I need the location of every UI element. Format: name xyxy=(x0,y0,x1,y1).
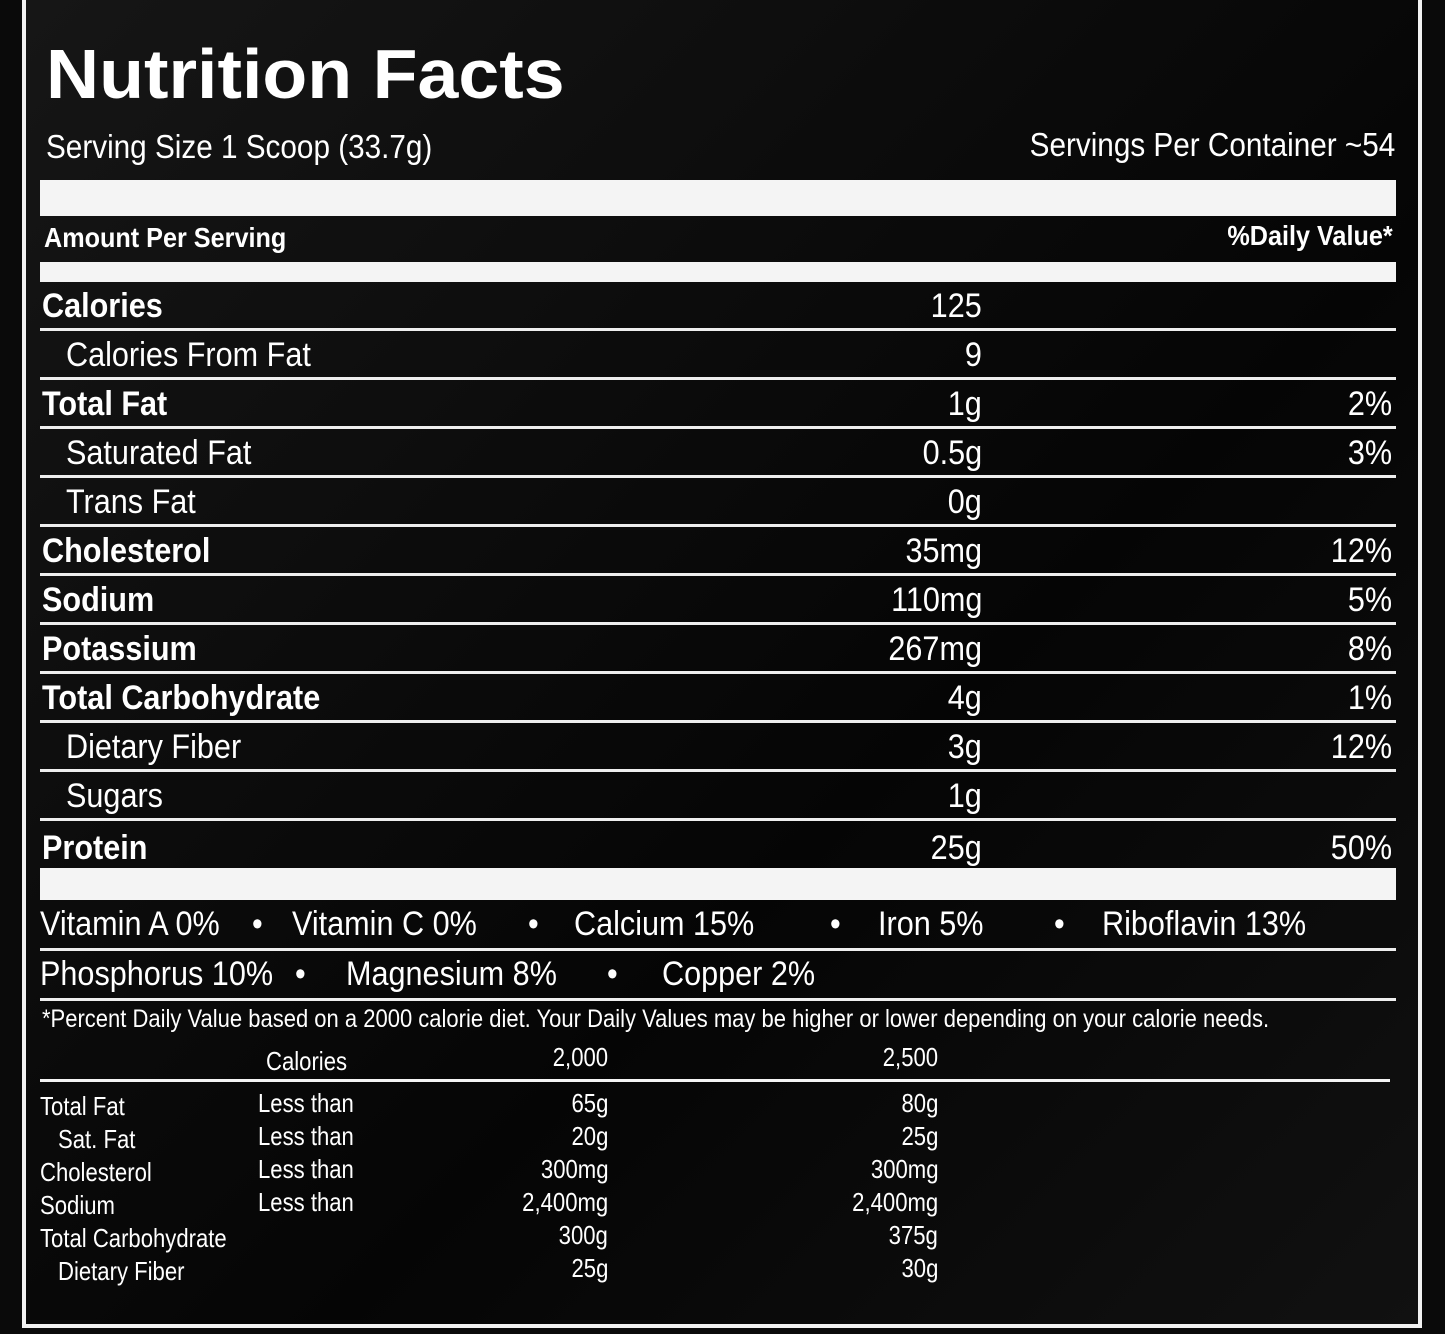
vitamins-row: Phosphorus 10% • Magnesium 8% • Copper 2% xyxy=(40,953,1396,1001)
ref-row-name: Sodium xyxy=(40,1190,115,1220)
nutrient-name: Total Fat xyxy=(42,385,168,423)
ref-header-2000: 2,000 xyxy=(552,1042,608,1072)
nutrient-daily-value: 50% xyxy=(1330,829,1392,867)
serving-size: Serving Size 1 Scoop (33.7g) xyxy=(46,128,433,165)
ref-row-name: Cholesterol xyxy=(40,1157,152,1187)
bullet-separator: • xyxy=(607,955,618,993)
ref-row-2000: 20g xyxy=(571,1121,608,1151)
ref-row-2500: 80g xyxy=(901,1088,938,1118)
ref-row-name: Total Carbohydrate xyxy=(40,1223,227,1253)
nutrient-row: Calories From Fat 9 xyxy=(40,331,1396,380)
nutrient-amount: 1g xyxy=(947,777,982,815)
nutrient-daily-value: 5% xyxy=(1347,581,1392,619)
nutrient-row: Sodium 110mg 5% xyxy=(40,576,1396,625)
nutrient-daily-value: 12% xyxy=(1330,532,1392,570)
nutrient-row: Calories 125 xyxy=(40,282,1396,331)
nutrient-amount: 25g xyxy=(930,829,982,867)
ref-header-2500: 2,500 xyxy=(882,1042,938,1072)
ref-row-2000: 300mg xyxy=(540,1154,608,1184)
nutrient-daily-value: 3% xyxy=(1347,434,1392,472)
nutrient-row: Protein 25g 50% xyxy=(40,821,1396,870)
ref-row-2000: 65g xyxy=(571,1088,608,1118)
thick-divider xyxy=(40,262,1396,282)
nutrition-label xyxy=(22,0,1422,1328)
servings-per-container: Servings Per Container ~54 xyxy=(1029,126,1395,163)
nutrient-row: Potassium 267mg 8% xyxy=(40,625,1396,674)
vitamin-item: Calcium 15% xyxy=(574,905,755,943)
nutrient-daily-value: 1% xyxy=(1347,679,1392,717)
vitamin-item: Vitamin C 0% xyxy=(292,905,477,943)
nutrient-amount: 125 xyxy=(930,287,982,325)
bullet-separator: • xyxy=(830,905,841,943)
daily-value-header: %Daily Value* xyxy=(1227,220,1393,251)
nutrient-amount: 110mg xyxy=(890,581,982,619)
nutrient-daily-value: 12% xyxy=(1330,728,1392,766)
nutrient-amount: 3g xyxy=(947,728,982,766)
nutrient-name: Sugars xyxy=(66,777,163,815)
nutrient-row: Total Carbohydrate 4g 1% xyxy=(40,674,1396,723)
nutrient-name: Calories From Fat xyxy=(66,336,311,374)
vitamin-item: Phosphorus 10% xyxy=(40,955,274,993)
ref-row-2500: 30g xyxy=(901,1253,938,1283)
nutrient-name: Calories xyxy=(42,287,163,325)
vitamins-row: Vitamin A 0% • Vitamin C 0% • Calcium 15% • Ir… xyxy=(40,903,1396,951)
nutrient-name: Sodium xyxy=(42,581,155,619)
nutrient-name: Protein xyxy=(42,829,148,867)
nutrient-name: Potassium xyxy=(42,630,197,668)
bullet-separator: • xyxy=(295,955,306,993)
ref-row-name: Sat. Fat xyxy=(58,1124,136,1154)
ref-row-2500: 375g xyxy=(888,1220,938,1250)
footnote: *Percent Daily Value based on a 2000 cal… xyxy=(42,1005,1270,1033)
label-title: Nutrition Facts xyxy=(46,35,565,113)
nutrient-amount: 0g xyxy=(947,483,982,521)
thick-divider xyxy=(40,868,1396,900)
vitamin-item: Riboflavin 13% xyxy=(1102,905,1307,943)
ref-row-2000: 2,400mg xyxy=(521,1187,608,1217)
nutrient-amount: 1g xyxy=(947,385,982,423)
ref-row-name: Total Fat xyxy=(40,1091,125,1121)
vitamin-item: Magnesium 8% xyxy=(346,955,557,993)
vitamin-item: Copper 2% xyxy=(662,955,816,993)
nutrient-amount: 267mg xyxy=(888,630,982,668)
vitamin-item: Vitamin A 0% xyxy=(40,905,220,943)
ref-row-2000: 25g xyxy=(571,1253,608,1283)
nutrient-row: Sugars 1g xyxy=(40,772,1396,821)
ref-header-label: Calories xyxy=(266,1046,348,1076)
ref-row-2500: 2,400mg xyxy=(851,1187,938,1217)
nutrient-row: Dietary Fiber 3g 12% xyxy=(40,723,1396,772)
thick-divider xyxy=(40,180,1396,216)
nutrient-amount: 9 xyxy=(964,336,982,374)
divider xyxy=(40,1079,1390,1082)
nutrient-row: Trans Fat 0g xyxy=(40,478,1396,527)
nutrient-name: Cholesterol xyxy=(42,532,211,570)
nutrient-row: Total Fat 1g 2% xyxy=(40,380,1396,429)
ref-row-qualifier: Less than xyxy=(258,1187,354,1217)
ref-row-qualifier: Less than xyxy=(258,1154,354,1184)
nutrient-row: Saturated Fat 0.5g 3% xyxy=(40,429,1396,478)
nutrient-daily-value: 2% xyxy=(1347,385,1392,423)
ref-row-2000: 300g xyxy=(558,1220,608,1250)
nutrient-amount: 4g xyxy=(947,679,982,717)
ref-row-2500: 300mg xyxy=(870,1154,938,1184)
nutrient-name: Dietary Fiber xyxy=(66,728,242,766)
nutrient-name: Trans Fat xyxy=(66,483,196,521)
bullet-separator: • xyxy=(252,905,263,943)
nutrient-name: Saturated Fat xyxy=(66,434,252,472)
ref-row-qualifier: Less than xyxy=(258,1088,354,1118)
ref-row-qualifier: Less than xyxy=(258,1121,354,1151)
bullet-separator: • xyxy=(1054,905,1065,943)
nutrient-name: Total Carbohydrate xyxy=(42,679,321,717)
nutrient-row: Cholesterol 35mg 12% xyxy=(40,527,1396,576)
bullet-separator: • xyxy=(528,905,539,943)
nutrient-amount: 0.5g xyxy=(922,434,982,472)
nutrient-amount: 35mg xyxy=(905,532,982,570)
nutrient-daily-value: 8% xyxy=(1347,630,1392,668)
vitamin-item: Iron 5% xyxy=(878,905,984,943)
ref-row-2500: 25g xyxy=(901,1121,938,1151)
amount-per-serving: Amount Per Serving xyxy=(44,222,287,253)
ref-row-name: Dietary Fiber xyxy=(58,1256,185,1286)
